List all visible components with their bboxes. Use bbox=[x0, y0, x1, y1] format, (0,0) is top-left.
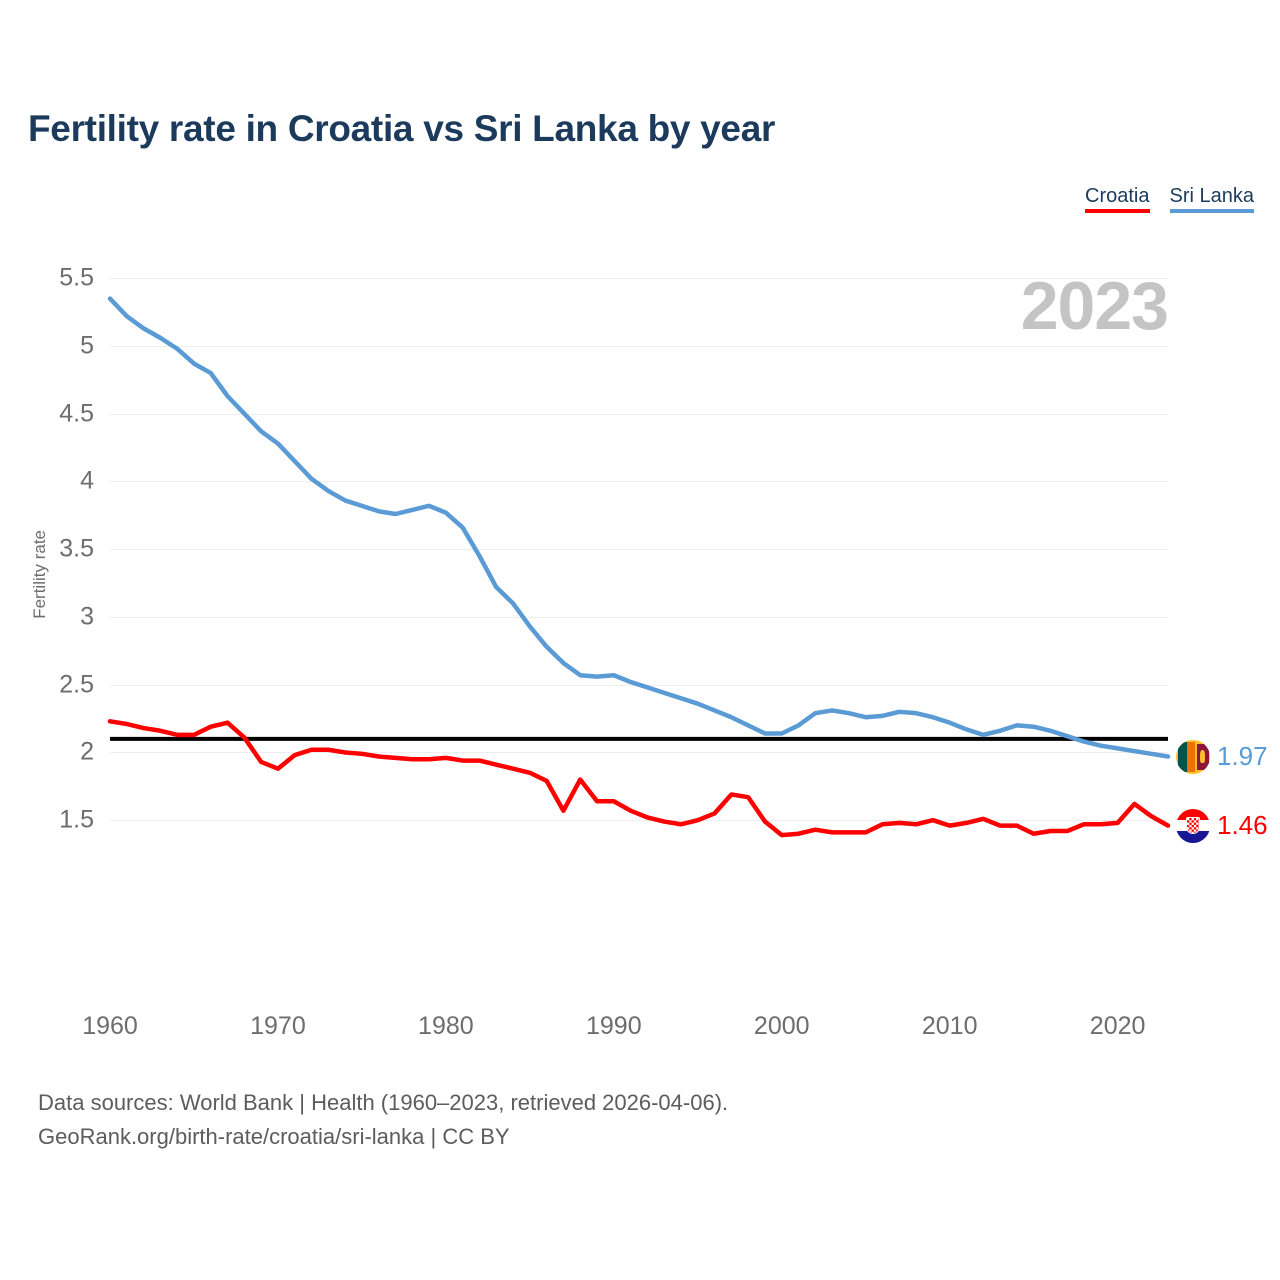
gridline bbox=[110, 278, 1168, 280]
x-axis-tick-1980: 1980 bbox=[418, 1012, 474, 1040]
gridline bbox=[110, 481, 1168, 483]
legend-label-sri-lanka: Sri Lanka bbox=[1169, 185, 1255, 207]
legend-color-swatch-sri-lanka bbox=[1169, 209, 1254, 213]
gridline bbox=[110, 820, 1168, 822]
x-axis-tick-2020: 2020 bbox=[1089, 1012, 1146, 1040]
legend-item-sri-lanka[interactable]: Sri Lanka bbox=[1169, 185, 1255, 213]
gridline bbox=[110, 346, 1168, 347]
x-axis-tick-1960: 1960 bbox=[82, 1012, 138, 1040]
footer: Data sources: World Bank | Health (1960–… bbox=[38, 1086, 728, 1154]
line-sri-lanka bbox=[107, 296, 1171, 759]
croatia-flag-icon bbox=[1176, 808, 1210, 843]
gridline bbox=[110, 413, 1168, 415]
y-axis-tick-5: 5 bbox=[80, 331, 94, 360]
end-label-sri-lanka: 1.97 bbox=[1176, 739, 1268, 774]
x-axis-tick-2010: 2010 bbox=[921, 1012, 978, 1040]
page-title: Fertility rate in Croatia vs Sri Lanka b… bbox=[28, 108, 776, 149]
legend-item-croatia[interactable]: Croatia bbox=[1085, 185, 1150, 213]
y-axis-tick-4.5: 4.5 bbox=[59, 399, 94, 428]
gridline bbox=[110, 752, 1168, 754]
footer-attribution: GeoRank.org/birth-rate/croatia/sri-lanka… bbox=[38, 1124, 510, 1150]
sri-lanka-flag-icon bbox=[1176, 739, 1210, 774]
y-axis-tick-4: 4 bbox=[80, 466, 94, 495]
y-axis-tick-2.5: 2.5 bbox=[59, 670, 94, 699]
y-axis-tick-5.5: 5.5 bbox=[59, 263, 94, 292]
x-axis-tick-1990: 1990 bbox=[585, 1012, 642, 1040]
legend-label-croatia: Croatia bbox=[1085, 185, 1150, 207]
line-croatia bbox=[107, 719, 1171, 838]
gridline bbox=[110, 616, 1168, 618]
y-axis-tick-3.5: 3.5 bbox=[59, 534, 94, 563]
end-value-sri-lanka: 1.97 bbox=[1217, 741, 1268, 772]
year-watermark: 2023 bbox=[1020, 268, 1169, 344]
y-axis-title: Fertility rate bbox=[30, 530, 49, 619]
y-axis-tick-1.5: 1.5 bbox=[59, 805, 94, 834]
plot-area bbox=[107, 262, 1171, 850]
end-value-croatia: 1.46 bbox=[1217, 810, 1268, 841]
legend: Croatia Sri Lanka bbox=[1085, 186, 1254, 213]
series-lines bbox=[107, 296, 1171, 838]
y-axis-tick-3: 3 bbox=[80, 602, 94, 631]
x-axis-tick-2000: 2000 bbox=[753, 1012, 810, 1040]
end-label-croatia: 1.46 bbox=[1176, 808, 1268, 843]
y-axis-tick-2: 2 bbox=[80, 737, 94, 766]
footer-data-sources: Data sources: World Bank | Health (1960–… bbox=[38, 1090, 729, 1115]
x-axis-tick-1970: 1970 bbox=[250, 1012, 306, 1040]
gridline bbox=[110, 549, 1168, 551]
legend-color-swatch-croatia bbox=[1085, 209, 1150, 213]
